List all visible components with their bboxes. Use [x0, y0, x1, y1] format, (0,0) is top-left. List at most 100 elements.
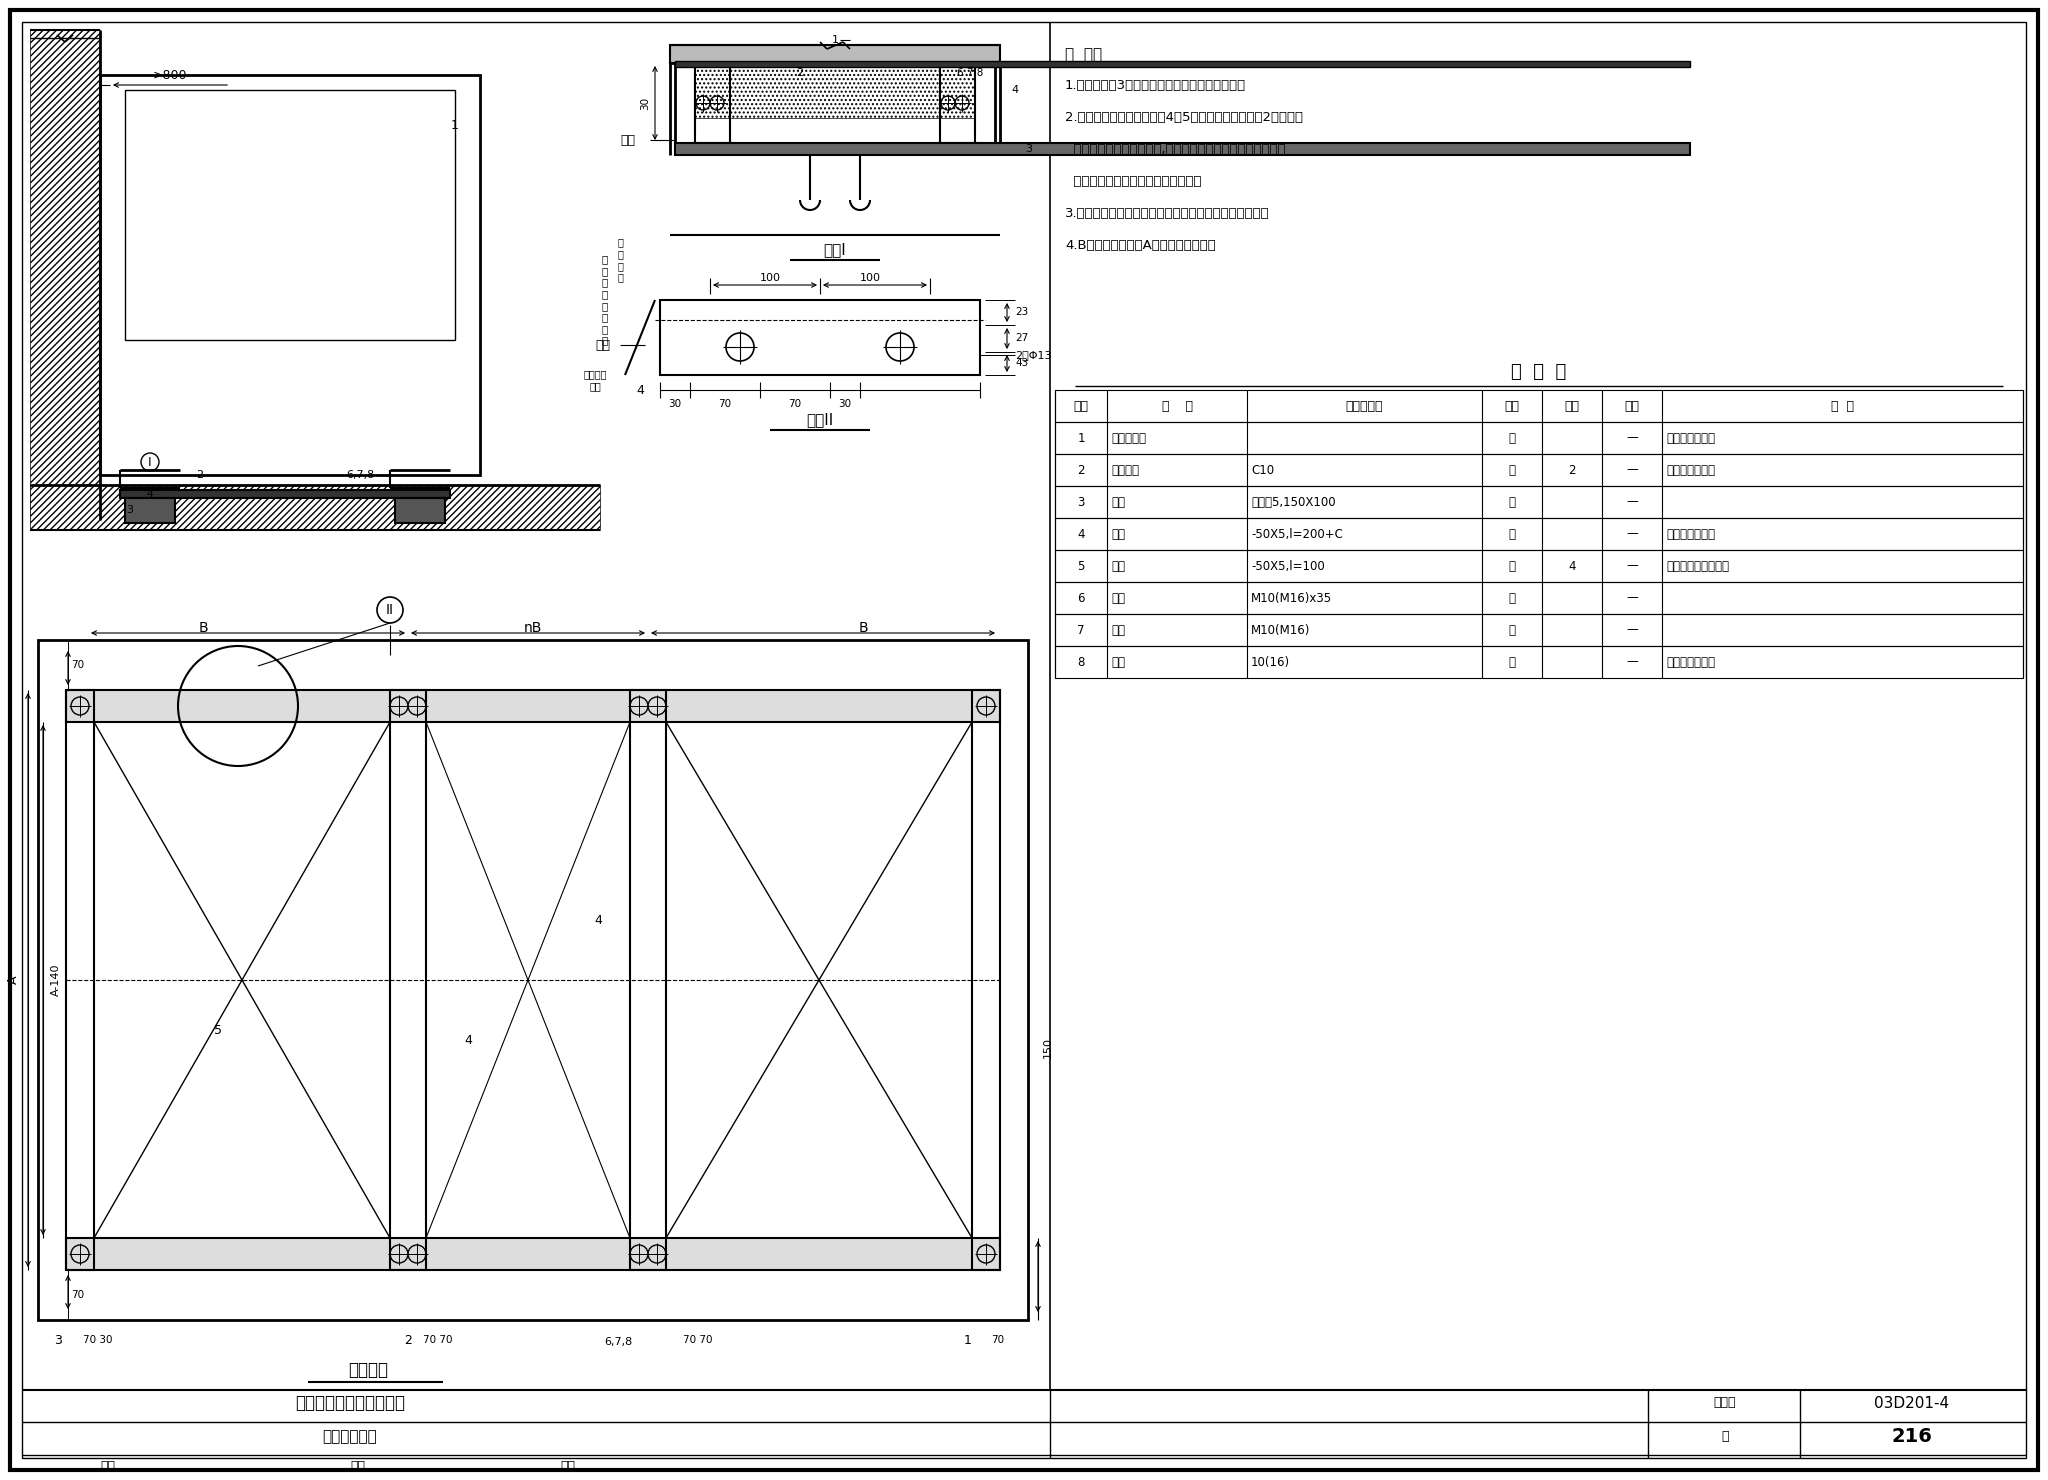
Text: 100: 100: [860, 272, 881, 283]
Text: 焊接: 焊接: [596, 339, 610, 352]
Text: M10(M16): M10(M16): [1251, 623, 1311, 636]
Bar: [694, 64, 975, 118]
Text: 6,7,8: 6,7,8: [346, 471, 375, 480]
Text: 图集号: 图集号: [1714, 1397, 1737, 1409]
Text: 一
次
浇
筑
槽
钢
截
面: 一 次 浇 筑 槽 钢 截 面: [602, 255, 608, 346]
Text: B: B: [199, 622, 207, 635]
Bar: [1055, 582, 2023, 614]
Text: 150: 150: [1042, 1037, 1053, 1058]
Bar: [31, 485, 600, 530]
Bar: [1055, 551, 2023, 582]
Text: 扁钢: 扁钢: [1110, 559, 1124, 573]
Text: 焊接: 焊接: [621, 133, 635, 147]
Text: 再将底座槽钢与底板焊接,底座槽钢表面应保持平整，然后将: 再将底座槽钢与底板焊接,底座槽钢表面应保持平整，然后将: [1065, 142, 1286, 155]
Bar: [121, 490, 451, 497]
Text: 序号: 序号: [1073, 400, 1087, 413]
Text: 2: 2: [403, 1333, 412, 1347]
Text: C10: C10: [1251, 463, 1274, 477]
Bar: [1055, 454, 2023, 485]
Text: 数量见工程设计: 数量见工程设计: [1665, 656, 1714, 669]
Bar: [66, 1237, 999, 1270]
Text: 70 70: 70 70: [424, 1335, 453, 1345]
Text: 6: 6: [1077, 592, 1085, 604]
Text: 高压开关柜: 高压开关柜: [1110, 432, 1147, 444]
Text: 30: 30: [639, 96, 649, 110]
Text: -50X5,l=200+C: -50X5,l=200+C: [1251, 527, 1343, 540]
Text: 钢板厚5,150X100: 钢板厚5,150X100: [1251, 496, 1335, 509]
Text: 高于用箱柜外不安装: 高于用箱柜外不安装: [1665, 559, 1729, 573]
Text: 单位: 单位: [1505, 400, 1520, 413]
Text: 70 70: 70 70: [684, 1335, 713, 1345]
Text: 7: 7: [1077, 623, 1085, 636]
Text: 附  注: 附 注: [1831, 400, 1853, 413]
Text: 43: 43: [1016, 358, 1028, 369]
Text: 4: 4: [637, 383, 643, 397]
Text: >800: >800: [154, 68, 186, 81]
Text: 页: 页: [1720, 1431, 1729, 1443]
Bar: [973, 690, 999, 1270]
Text: A: A: [6, 975, 20, 984]
Text: 3: 3: [1077, 496, 1085, 509]
Text: 4: 4: [1012, 84, 1018, 95]
Text: 4.B为开关柜柜宽，A为开关柜的厚度。: 4.B为开关柜柜宽，A为开关柜的厚度。: [1065, 238, 1217, 252]
Text: 4: 4: [147, 488, 154, 499]
Text: 6 7 8: 6 7 8: [956, 68, 983, 78]
Text: 1: 1: [1077, 432, 1085, 444]
Text: 2: 2: [797, 68, 803, 78]
Text: —: —: [1626, 559, 1638, 573]
Bar: [1055, 614, 2023, 645]
Text: 2.安装时，先将扁钢（零件4和5）与底座槽钢（零件2）焊接，: 2.安装时，先将扁钢（零件4和5）与底座槽钢（零件2）焊接，: [1065, 111, 1303, 123]
Bar: [125, 90, 455, 340]
Bar: [676, 61, 1690, 67]
Text: —: —: [1626, 463, 1638, 477]
Text: —: —: [1626, 592, 1638, 604]
Text: 5: 5: [1077, 559, 1085, 573]
Bar: [125, 497, 174, 522]
Text: 块: 块: [1509, 559, 1516, 573]
Text: 根: 根: [1509, 463, 1516, 477]
Bar: [100, 75, 479, 475]
Text: 2: 2: [197, 471, 203, 480]
Text: 明  细  表: 明 细 表: [1511, 363, 1567, 380]
Text: 一次浇筑
槽钢: 一次浇筑 槽钢: [584, 369, 606, 391]
Text: 设计: 设计: [559, 1461, 575, 1474]
Bar: [1055, 645, 2023, 678]
Text: 名    称: 名 称: [1161, 400, 1192, 413]
Text: 个: 个: [1509, 656, 1516, 669]
Text: 3.高压开关柜下面基础的形式和电缆沟由工程设计决定。: 3.高压开关柜下面基础的形式和电缆沟由工程设计决定。: [1065, 207, 1270, 219]
Text: 30: 30: [668, 400, 682, 408]
Text: 3: 3: [127, 505, 133, 515]
Text: 3: 3: [1024, 144, 1032, 154]
Text: 底板: 底板: [1110, 496, 1124, 509]
Text: B: B: [858, 622, 868, 635]
Text: 70: 70: [72, 1291, 84, 1299]
Bar: [66, 690, 94, 1270]
Text: —: —: [1626, 496, 1638, 509]
Text: （螺栓固定）: （螺栓固定）: [324, 1430, 377, 1444]
Bar: [659, 300, 981, 374]
Text: 高压开关柜在地坪上安装: 高压开关柜在地坪上安装: [295, 1394, 406, 1412]
Text: 螺母: 螺母: [1110, 623, 1124, 636]
Text: 5: 5: [213, 1024, 221, 1036]
Text: 数量见工程设计: 数量见工程设计: [1665, 432, 1714, 444]
Text: 03D201-4: 03D201-4: [1874, 1396, 1950, 1410]
Text: 1: 1: [965, 1333, 973, 1347]
Text: 10(16): 10(16): [1251, 656, 1290, 669]
Text: 底座平面: 底座平面: [348, 1362, 387, 1379]
Text: —: —: [1626, 527, 1638, 540]
Text: I: I: [147, 456, 152, 469]
Text: 6,7,8: 6,7,8: [604, 1336, 633, 1347]
Text: 4: 4: [1077, 527, 1085, 540]
Text: 1: 1: [831, 36, 838, 44]
Bar: [39, 639, 1028, 1320]
Text: 2孔Φ13: 2孔Φ13: [1016, 349, 1051, 360]
Text: 详图I: 详图I: [823, 243, 846, 258]
Text: 70 30: 70 30: [84, 1335, 113, 1345]
Text: 2: 2: [1077, 463, 1085, 477]
Text: 4: 4: [594, 913, 602, 926]
Text: 2: 2: [1569, 463, 1575, 477]
Text: 高压开关柜与底座槽钢用螺栓固定。: 高压开关柜与底座槽钢用螺栓固定。: [1065, 175, 1202, 188]
Text: —: —: [1626, 432, 1638, 444]
Text: 详图II: 详图II: [807, 413, 834, 428]
Bar: [940, 64, 975, 144]
